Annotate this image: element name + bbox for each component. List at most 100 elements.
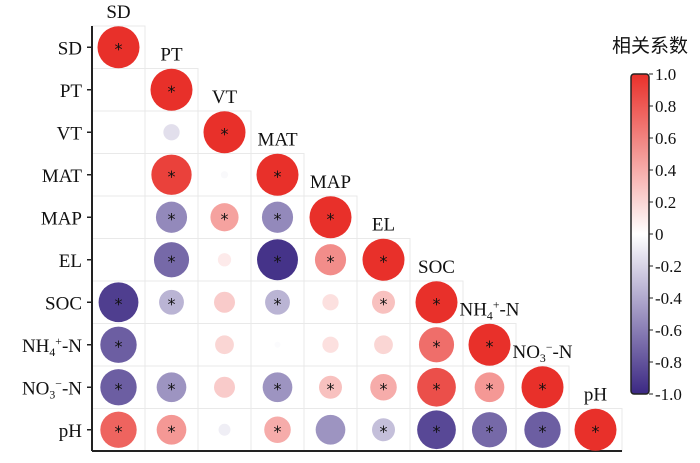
significance-marker: * (274, 252, 282, 271)
correlation-circle-9-6 (417, 410, 456, 450)
correlation-circle-9-0 (100, 411, 137, 448)
correlation-circle-4-2 (210, 203, 239, 232)
significance-marker: * (380, 379, 388, 398)
colorbar-gradient (630, 73, 650, 395)
correlation-circle-9-8 (524, 411, 561, 448)
significance-marker: * (539, 379, 547, 398)
significance-marker: * (327, 209, 335, 228)
correlation-circle-7-4 (322, 336, 339, 353)
diagonal-label-7: NH4+-N (459, 299, 519, 323)
row-label-9: pH (59, 421, 83, 442)
grid-cell (91, 153, 146, 197)
correlation-circle-3-3 (256, 153, 299, 196)
correlation-circle-4-1 (155, 201, 188, 233)
significance-marker: * (168, 422, 176, 441)
correlation-circle-8-6 (417, 367, 456, 407)
correlation-circle-8-4 (318, 375, 343, 399)
grid-cell (91, 238, 146, 282)
significance-marker: * (115, 422, 123, 441)
significance-marker: * (433, 379, 441, 398)
diagonal-label-0: SD (106, 2, 130, 23)
correlation-circle-7-7 (468, 323, 511, 366)
significance-marker: * (168, 294, 176, 313)
significance-marker: * (486, 422, 494, 441)
row-label-4: MAP (41, 208, 82, 229)
correlation-circle-6-2 (214, 291, 235, 313)
colorbar-tick-label: -0.6 (655, 321, 682, 340)
significance-marker: * (115, 39, 123, 58)
correlation-circle-8-2 (214, 376, 235, 398)
correlation-circle-8-3 (262, 372, 293, 403)
correlation-circles: * * * * * * * * * * * * * * * * * * * * * * * * * * * * * * * * * * * * * (97, 26, 617, 451)
variable-labels: SDSDPTPTVTVTMATMATMAPMAPELELSOCSOCNH4+-N… (22, 2, 607, 442)
colorbar-title: 相关系数 (612, 35, 688, 57)
significance-marker: * (539, 422, 547, 441)
colorbar-tick-label: 0.4 (655, 161, 677, 180)
correlation-circle-5-3 (257, 239, 298, 281)
colorbar-tick-label: 1.0 (655, 65, 676, 84)
correlation-circle-8-1 (156, 372, 187, 403)
significance-marker: * (433, 294, 441, 313)
correlation-circle-5-1 (153, 242, 190, 278)
significance-marker: * (486, 379, 494, 398)
correlation-circle-7-2 (215, 335, 234, 355)
correlation-circle-6-4 (322, 294, 339, 311)
row-label-1: PT (60, 81, 83, 102)
significance-marker: * (274, 422, 282, 441)
row-label-5: EL (59, 251, 82, 272)
significance-marker: * (433, 422, 441, 441)
grid-cell (91, 195, 146, 239)
correlation-circle-9-7 (471, 412, 508, 448)
row-label-2: VT (57, 123, 83, 144)
diagonal-label-4: MAP (310, 172, 351, 193)
significance-marker: * (221, 209, 229, 228)
correlation-circle-6-0 (98, 282, 139, 323)
correlation-circle-1-1 (150, 68, 193, 111)
correlation-circle-2-2 (203, 111, 246, 154)
significance-marker: * (433, 337, 441, 356)
correlation-circle-8-8 (521, 366, 564, 409)
correlation-circle-0-0 (97, 26, 140, 69)
correlation-circle-5-5 (362, 238, 405, 281)
diagonal-label-9: pH (584, 385, 608, 406)
row-label-3: MAT (42, 166, 83, 187)
correlation-circle-5-4 (314, 244, 347, 276)
significance-marker: * (168, 379, 176, 398)
correlation-circle-4-3 (261, 201, 294, 233)
significance-marker: * (327, 252, 335, 271)
significance-marker: * (115, 337, 123, 356)
diagonal-label-8: NO3−-N (512, 341, 572, 365)
correlation-circle-8-5 (370, 373, 397, 401)
significance-marker: * (168, 209, 176, 228)
colorbar-tick-label: -0.8 (655, 353, 682, 372)
correlation-circle-8-7 (474, 372, 505, 403)
correlation-circle-5-2 (217, 253, 232, 267)
colorbar-tick-label: 0.2 (655, 193, 676, 212)
colorbar-tick-label: 0.6 (655, 129, 676, 148)
correlation-circle-9-3 (264, 416, 291, 444)
colorbar-tick-label: -1.0 (655, 385, 682, 404)
diagonal-label-5: EL (372, 215, 395, 236)
diagonal-label-3: MAT (257, 130, 298, 151)
colorbar-tick-label: 0 (655, 225, 664, 244)
matrix-axes (87, 26, 622, 452)
correlation-circle-8-0 (100, 369, 137, 406)
colorbar-tick-label: 0.8 (655, 97, 676, 116)
colorbar-tick-label: -0.2 (655, 257, 682, 276)
correlation-circle-6-3 (265, 289, 290, 315)
colorbar-tick-label: -0.4 (655, 289, 682, 308)
correlation-circle-9-5 (371, 418, 396, 442)
correlation-circle-7-5 (374, 335, 393, 355)
significance-marker: * (274, 294, 282, 313)
significance-marker: * (115, 379, 123, 398)
correlation-circle-4-4 (309, 196, 352, 239)
significance-marker: * (115, 294, 123, 313)
significance-marker: * (274, 167, 282, 186)
diagonal-label-2: VT (212, 87, 238, 108)
grid-cell (91, 68, 146, 112)
significance-marker: * (380, 252, 388, 271)
row-label-8: NO3−-N (22, 377, 82, 401)
significance-marker: * (486, 337, 494, 356)
significance-marker: * (592, 422, 600, 441)
